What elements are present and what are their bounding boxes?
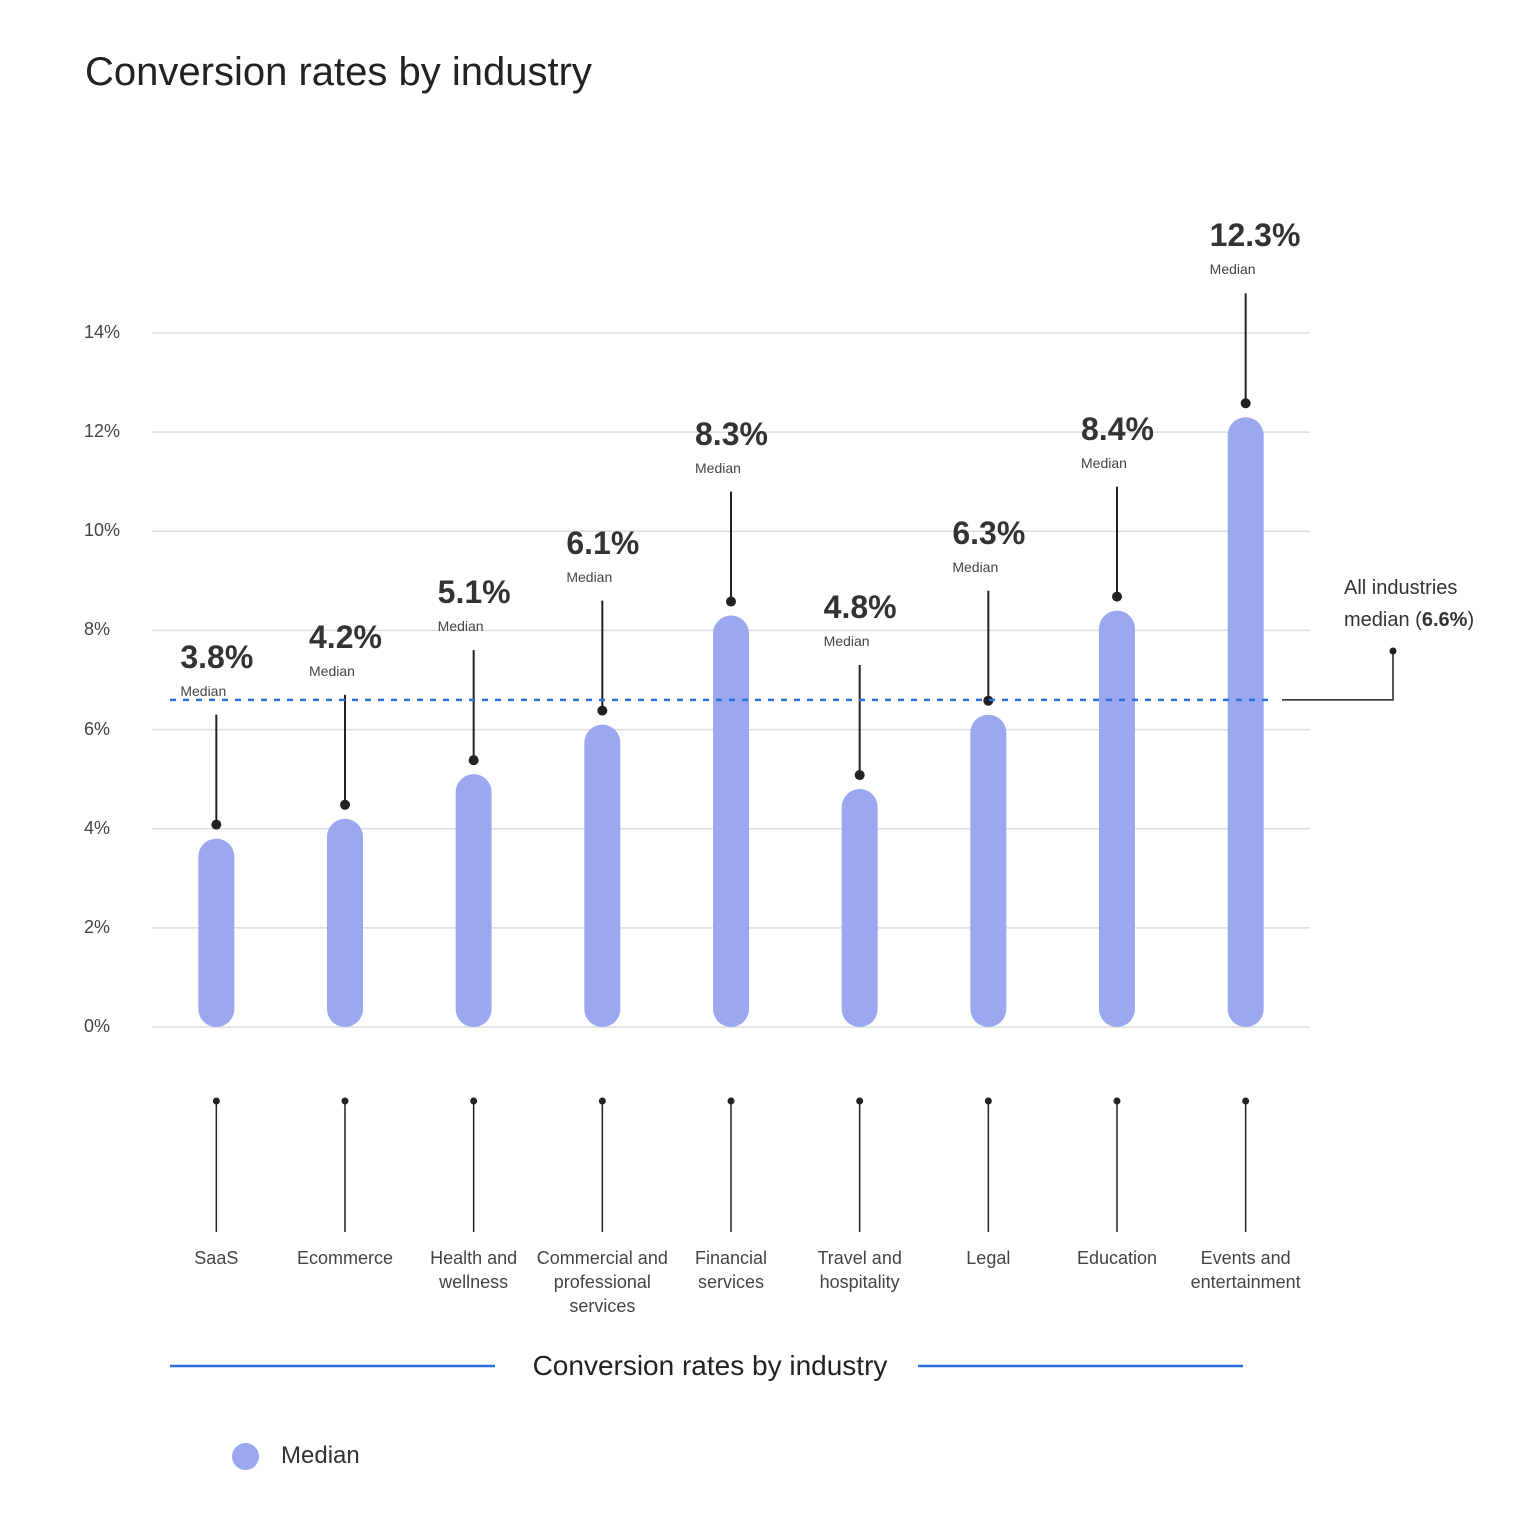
value-label: 4.2%	[309, 618, 382, 655]
value-label: 6.1%	[566, 524, 640, 561]
annotation-dot	[983, 695, 994, 706]
chart-title: Conversion rates by industry	[85, 50, 592, 94]
value-label: 6.3%	[952, 514, 1026, 551]
bar	[455, 774, 492, 1027]
value-label: 8.4%	[1081, 410, 1154, 447]
bar	[713, 615, 749, 1027]
x-tick-label: Health and wellness	[430, 1248, 518, 1292]
reference-value: 6.6%	[1415, 609, 1474, 631]
legend-swatch	[232, 1442, 259, 1470]
x-tick-label: Education	[1076, 1248, 1158, 1268]
y-tick-label: 10%	[84, 520, 121, 541]
bar	[198, 838, 235, 1027]
x-tick-label: Financial services	[694, 1248, 768, 1292]
bar	[327, 818, 363, 1027]
y-tick-label: 2%	[84, 916, 111, 937]
reference-text: All industries median	[1344, 577, 1458, 631]
value-label: 5.1%	[437, 574, 511, 611]
annotation-dot	[1240, 398, 1251, 409]
reference-label: All industries median 6.6%	[1344, 572, 1494, 636]
x-tick-label: Legal	[966, 1248, 1011, 1268]
y-tick-label: 12%	[84, 421, 121, 442]
y-tick-label: 4%	[84, 817, 111, 838]
x-tick-label: Ecommerce	[296, 1248, 394, 1268]
x-tick-label: SaaS	[194, 1248, 239, 1268]
value-label: 4.8%	[823, 589, 897, 626]
legend: Median	[232, 1442, 360, 1470]
value-sublabel: Median	[823, 633, 870, 650]
annotation-dot	[854, 770, 865, 781]
x-tick-label: Commercial and professional services	[536, 1248, 668, 1316]
value-sublabel: Median	[437, 618, 484, 635]
bar	[970, 714, 1007, 1027]
value-label: 3.8%	[180, 638, 254, 675]
value-sublabel: Median	[695, 459, 741, 476]
y-tick-label: 0%	[84, 1016, 111, 1036]
annotation-dot	[597, 705, 608, 716]
value-sublabel: Median	[180, 682, 227, 699]
value-sublabel: Median	[1209, 261, 1256, 278]
value-sublabel: Median	[952, 558, 999, 575]
value-label: 12.3%	[1209, 217, 1301, 254]
y-tick-label: 8%	[84, 619, 111, 640]
value-sublabel: Median	[309, 662, 355, 679]
legend-label: Median	[281, 1442, 360, 1469]
value-sublabel: Median	[1081, 454, 1127, 471]
x-tick-label: Events and entertainment	[1190, 1248, 1301, 1292]
y-tick-label: 14%	[84, 322, 121, 342]
value-label: 8.3%	[695, 415, 768, 452]
annotation-dot	[726, 596, 736, 607]
bar	[1099, 610, 1135, 1027]
y-tick-label: 6%	[84, 718, 111, 739]
bar	[1227, 417, 1264, 1027]
x-tick-label: Travel and hospitality	[817, 1248, 902, 1292]
annotation-dot	[211, 819, 222, 830]
reference-connector	[1282, 651, 1394, 701]
annotation-dot	[340, 799, 350, 810]
x-axis-title: Conversion rates by industry	[532, 1350, 888, 1381]
annotation-dot	[468, 755, 479, 766]
bar	[841, 789, 878, 1027]
annotation-dot	[1112, 591, 1122, 602]
value-sublabel: Median	[566, 568, 613, 585]
bar	[584, 724, 621, 1027]
reference-dot	[1389, 647, 1397, 655]
